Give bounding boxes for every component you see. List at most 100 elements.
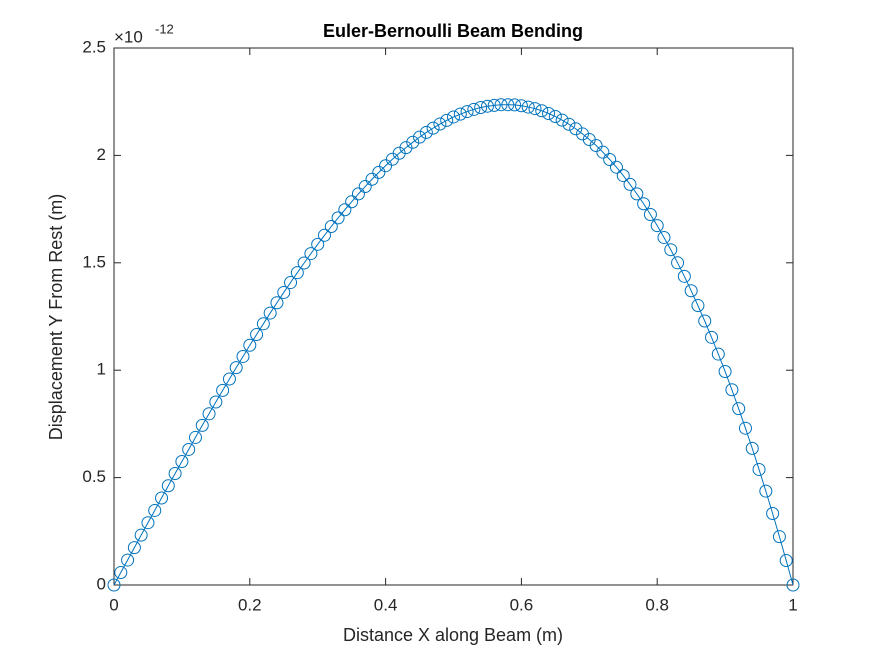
y-exponent-base: ×10 (114, 27, 143, 46)
data-point (698, 314, 712, 328)
data-point (474, 100, 488, 114)
x-tick-label: 1 (788, 595, 797, 614)
y-tick-label: 2.5 (82, 37, 106, 56)
data-point (114, 566, 128, 580)
data-point (664, 243, 678, 257)
data-point (535, 104, 549, 118)
chart-title: Euler-Bernoulli Beam Bending (323, 21, 583, 41)
data-point (182, 442, 196, 456)
data-point (650, 219, 664, 233)
data-point (514, 99, 528, 113)
data-point (616, 169, 630, 183)
data-point (358, 180, 372, 194)
data-point (345, 195, 359, 209)
data-point (426, 121, 440, 135)
data-point (419, 125, 433, 139)
data-point (372, 165, 386, 179)
data-point (338, 203, 352, 217)
y-tick-label: 0 (97, 574, 106, 593)
data-point (705, 330, 719, 344)
data-point (297, 256, 311, 270)
data-point (202, 407, 216, 421)
data-point (413, 130, 427, 144)
y-tick-label: 2 (97, 145, 106, 164)
data-point (677, 269, 691, 283)
data-point (732, 402, 746, 416)
data-point (263, 306, 277, 320)
x-tick-label: 0.8 (645, 595, 669, 614)
data-point (270, 296, 284, 310)
data-point (351, 187, 365, 201)
data-point (494, 98, 508, 112)
data-point (331, 211, 345, 225)
data-point (250, 328, 264, 342)
x-tick-label: 0.4 (374, 595, 398, 614)
data-point (460, 105, 474, 119)
data-point (161, 479, 175, 493)
data-point (209, 395, 223, 409)
data-point (589, 139, 603, 153)
data-point (284, 276, 298, 290)
data-point (127, 541, 141, 555)
data-point (643, 207, 657, 221)
data-point (467, 102, 481, 116)
data-point (480, 99, 494, 113)
data-point (324, 219, 338, 233)
data-point (141, 516, 155, 530)
data-point (609, 160, 623, 174)
data-point (399, 141, 413, 155)
data-point (623, 177, 637, 191)
data-point (603, 152, 617, 166)
data-point (134, 528, 148, 542)
y-tick-label: 1.5 (82, 252, 106, 271)
y-tick-label: 1 (97, 360, 106, 379)
data-point (406, 135, 420, 149)
data-point (542, 107, 556, 121)
data-point (311, 237, 325, 251)
data-point (440, 113, 454, 127)
data-point (433, 117, 447, 131)
data-point (562, 117, 576, 131)
data-point (121, 553, 135, 567)
data-point (317, 228, 331, 242)
data-point (243, 338, 257, 352)
data-point (759, 484, 773, 498)
data-point (155, 491, 169, 505)
data-point (684, 284, 698, 298)
x-tick-label: 0.2 (238, 595, 262, 614)
data-point (256, 317, 270, 331)
data-point (711, 347, 725, 361)
data-point (637, 197, 651, 211)
data-point (222, 372, 236, 386)
data-point (786, 578, 800, 592)
plot-box (113, 47, 794, 586)
data-point (671, 256, 685, 270)
data-point (447, 110, 460, 124)
y-tick-label: 0.5 (82, 467, 106, 486)
data-point (725, 383, 739, 397)
data-point (508, 98, 522, 112)
data-point (528, 102, 542, 116)
data-point (188, 430, 202, 444)
data-point (290, 266, 304, 280)
data-point (779, 554, 793, 568)
data-point (501, 98, 515, 112)
data-point (277, 285, 291, 299)
data-point (236, 349, 250, 363)
data-point (521, 100, 535, 114)
x-axis-label: Distance X along Beam (m) (343, 625, 563, 645)
data-point (107, 578, 121, 592)
data-point (555, 113, 569, 127)
data-point (691, 299, 705, 313)
data-point (752, 462, 766, 476)
data-point (657, 230, 671, 244)
y-exponent: -12 (155, 21, 174, 36)
data-point (304, 247, 318, 261)
data-point (148, 503, 162, 517)
y-axis-label: Displacement Y From Rest (m) (46, 194, 66, 440)
data-point (718, 364, 732, 378)
data-point (548, 110, 562, 124)
data-point (772, 530, 786, 544)
